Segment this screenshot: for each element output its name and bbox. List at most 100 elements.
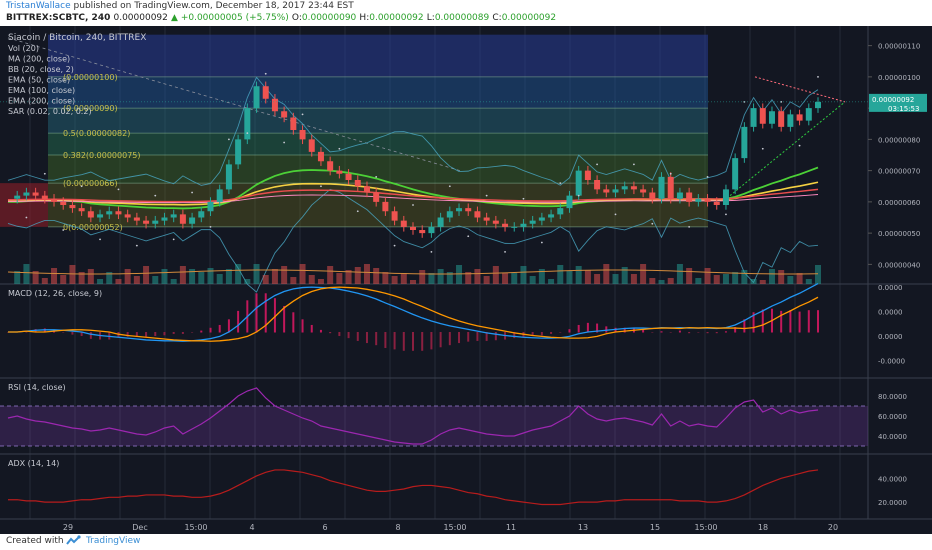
sar-dot	[393, 244, 396, 247]
candle	[410, 226, 416, 230]
indicator-legend: SAR (0.02, 0.02, 0.2)	[8, 107, 92, 116]
candles	[14, 81, 821, 238]
sar-dot	[761, 147, 764, 150]
sar-dot	[467, 235, 470, 238]
author-link[interactable]: TristanWallace	[6, 1, 71, 11]
volume-bar	[446, 272, 453, 284]
macd-histogram-bar	[780, 310, 783, 333]
macd-histogram-bar	[531, 332, 534, 337]
macd-histogram-bar	[448, 332, 451, 346]
candle	[722, 189, 729, 205]
candle	[14, 195, 21, 199]
volume-bar	[41, 278, 48, 284]
macd-histogram-bar	[485, 332, 488, 341]
volume-bar	[363, 264, 370, 284]
close-label: C:	[492, 13, 502, 23]
macd-histogram-bar	[191, 332, 194, 333]
candle	[299, 130, 306, 140]
volume-bar	[778, 270, 785, 284]
sar-dot	[614, 213, 617, 216]
volume-bar	[235, 264, 242, 284]
sar-dot	[430, 250, 433, 253]
macd-histogram-bar	[200, 330, 203, 333]
candle	[51, 198, 58, 202]
candle	[179, 214, 186, 224]
volume-bar	[336, 273, 343, 284]
sar-dot	[154, 194, 157, 197]
indicator-legend: EMA (200, close)	[8, 97, 75, 106]
volume-bar	[23, 264, 30, 284]
adx-tick-label: 20.0000	[878, 499, 907, 507]
x-tick-label: 29	[63, 523, 73, 532]
volume-bar	[216, 274, 223, 284]
rsi-tick-label: 80.0000	[878, 393, 907, 401]
chart-area[interactable]: (0.00000100) (0.00000090) 0.5(0.00000082) 0…	[0, 26, 932, 534]
macd-histogram-bar	[651, 332, 654, 333]
tradingview-brand[interactable]: TradingView	[86, 536, 141, 546]
macd-histogram-bar	[264, 293, 267, 333]
candle	[391, 211, 398, 221]
macd-histogram-bar	[439, 332, 442, 348]
candle	[492, 220, 499, 224]
main-chart-title: Siacoin / Bitcoin, 240, BITTREX	[8, 33, 146, 43]
volume-bar	[612, 274, 619, 284]
macd-histogram-bar	[623, 327, 626, 333]
x-tick-label: 11	[506, 523, 516, 532]
macd-histogram-bar	[458, 332, 461, 344]
chart-canvas[interactable]: (0.00000100) (0.00000090) 0.5(0.00000082) 0…	[0, 26, 932, 534]
sar-dot	[43, 172, 46, 175]
candle	[805, 108, 812, 121]
volume-bar	[511, 273, 518, 284]
y-tick-label: 0.00000070	[878, 168, 920, 176]
macd-histogram-bar	[292, 312, 295, 333]
macd-histogram-bar	[476, 332, 479, 341]
x-tick-label: 18	[758, 523, 768, 532]
macd-histogram-bar	[273, 298, 276, 333]
candle	[133, 217, 140, 221]
sar-dot	[191, 191, 193, 194]
volume-bar	[759, 280, 766, 284]
candle	[594, 180, 601, 190]
sar-dot	[540, 241, 543, 244]
volume-bar	[317, 279, 324, 284]
candle	[713, 201, 720, 205]
macd-histogram-bar	[356, 332, 359, 341]
macd-histogram-bar	[393, 332, 396, 350]
macd-histogram-bar	[237, 310, 240, 333]
x-tick-label: 15	[650, 523, 660, 532]
macd-histogram-bar	[568, 329, 571, 333]
volume-bar	[704, 268, 711, 284]
price-change: ▲ +0.00000005 (+5.75%)	[171, 13, 289, 23]
candle	[317, 151, 324, 162]
macd-histogram-bar	[71, 332, 74, 335]
sar-dot	[669, 172, 672, 175]
candle	[630, 186, 637, 190]
macd-histogram-bar	[375, 332, 378, 346]
volume-bar	[658, 280, 665, 284]
rsi-tick-label: 60.0000	[878, 413, 907, 421]
candle	[465, 208, 472, 212]
adx-line	[8, 469, 819, 506]
macd-histogram-bar	[467, 332, 470, 342]
macd-histogram-bar	[365, 332, 368, 344]
publish-line: TristanWallace published on TradingView.…	[6, 1, 354, 11]
volume-bar	[225, 269, 232, 284]
volume-bar	[520, 266, 527, 284]
candle	[87, 211, 94, 218]
volume-bar	[538, 269, 545, 284]
ma-200-line	[8, 194, 819, 204]
x-tick-label: 15:00	[443, 523, 466, 532]
low-value: 0.00000089	[434, 13, 490, 23]
macd-histogram-bar	[734, 327, 737, 333]
open-label: O:	[291, 13, 302, 23]
volume-bar	[400, 273, 407, 284]
candle	[502, 223, 509, 227]
macd-histogram-bar	[614, 327, 617, 333]
macd-histogram-bar	[62, 332, 65, 333]
volume-bar	[290, 277, 297, 284]
y-tick-label: 0.00000080	[878, 136, 920, 144]
macd-histogram-bar	[513, 332, 516, 339]
macd-histogram-bar	[660, 331, 663, 333]
macd-histogram-bar	[310, 324, 313, 333]
volume-bar	[796, 273, 803, 284]
